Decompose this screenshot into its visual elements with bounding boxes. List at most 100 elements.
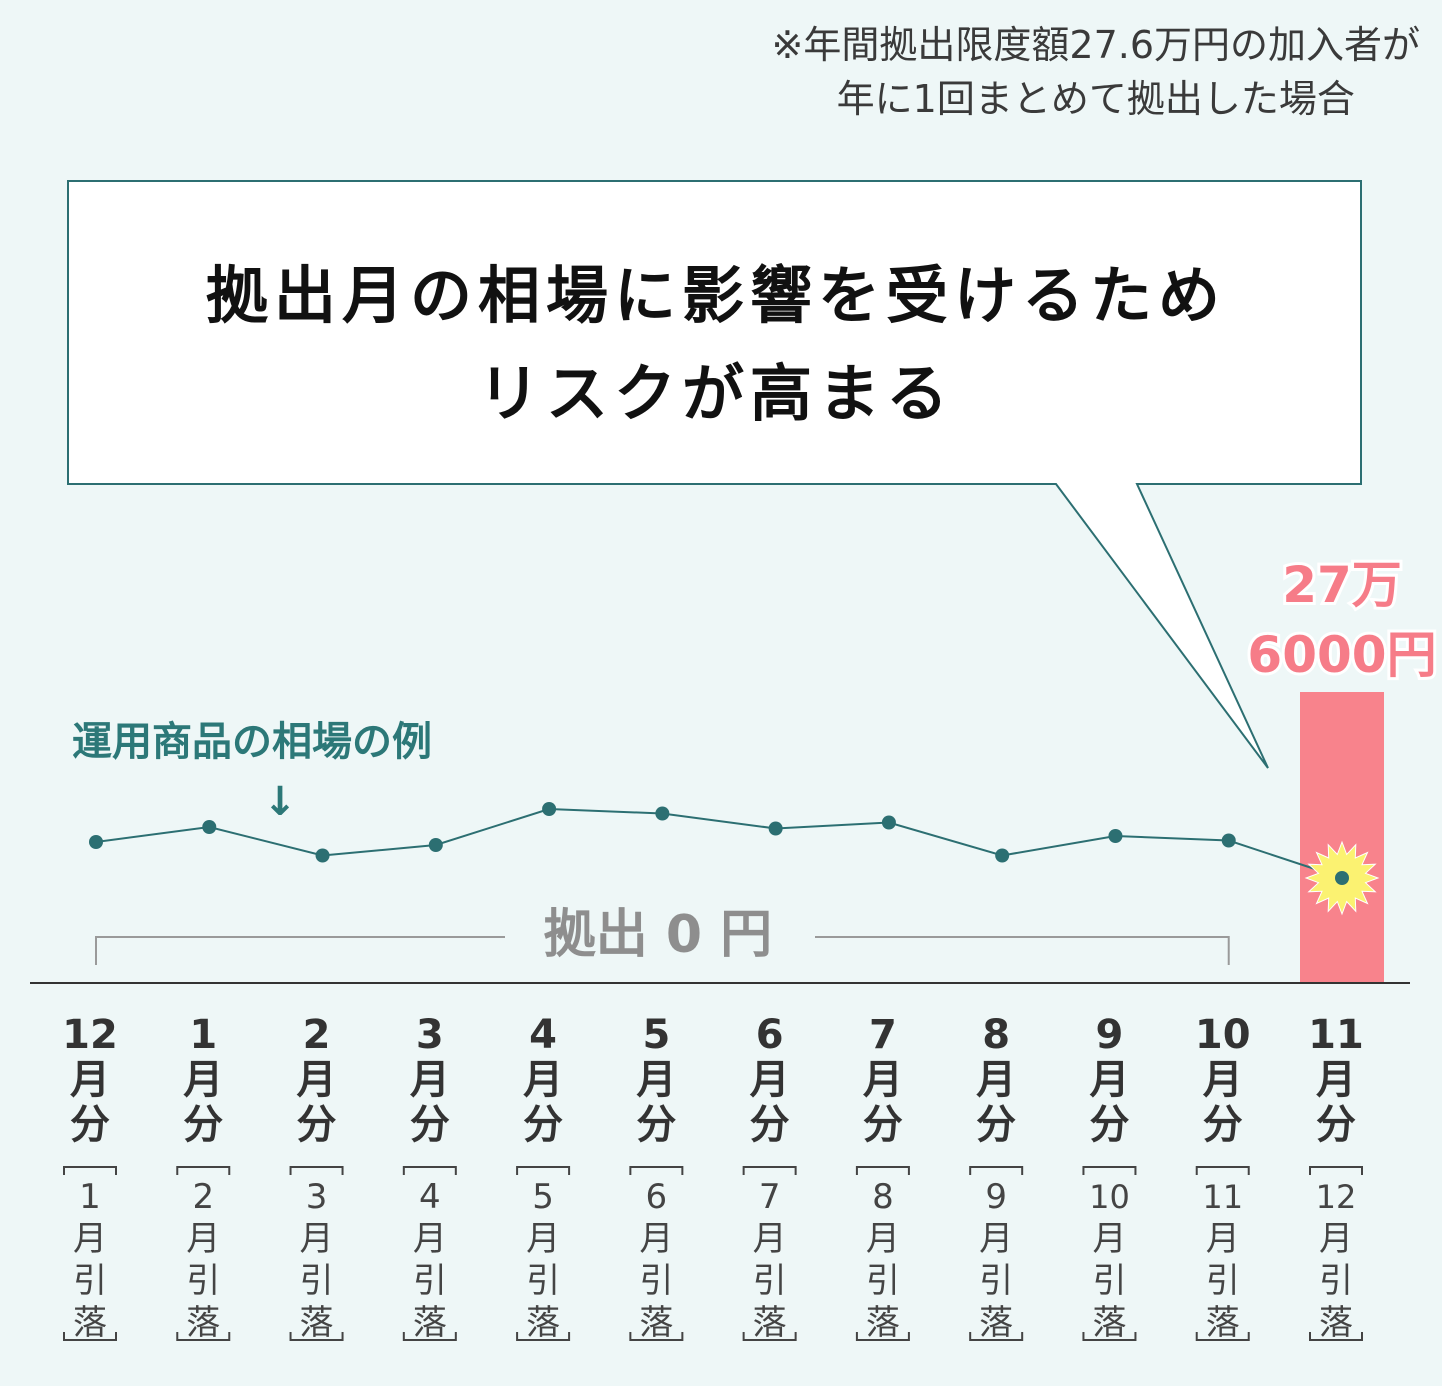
sub-label-6-3: 落 [753,1303,787,1343]
category-label-10-0: 10 [1195,1012,1251,1058]
bracket-left-segment [95,936,505,965]
sub-label-4-1: 月 [526,1219,560,1259]
sub-label-5-0: 6 [646,1177,668,1217]
series-point-6 [768,821,783,836]
category-label-4-0: 4 [529,1012,557,1058]
category-label-1-0: 1 [189,1012,217,1058]
sub-label-3-0: 4 [419,1177,441,1217]
sub-label-5-2: 引 [639,1261,673,1301]
category-label-8-0: 8 [982,1012,1010,1058]
series-point-11 [1335,871,1349,885]
sub-label-8-2: 引 [979,1261,1013,1301]
sub-label-4-0: 5 [532,1177,554,1217]
category-label-9-2: 分 [1089,1102,1129,1148]
sub-label-5-1: 月 [639,1219,673,1259]
sub-label-10-2: 引 [1206,1261,1240,1301]
callout-line-2: リスクが高まる [478,357,954,430]
sub-label-6-1: 月 [753,1219,787,1259]
sub-label-4-3: 落 [526,1303,560,1343]
sub-label-bracket-5 [629,1166,684,1341]
category-label-2-0: 2 [303,1012,331,1058]
series-point-5 [655,806,670,821]
category-label-2-1: 月 [297,1057,337,1103]
category-label-9-0: 9 [1096,1012,1124,1058]
footnote: ※年間拠出限度額27.6万円の加入者が 年に1回まとめて拠出した場合 [772,18,1420,126]
series-point-4 [542,802,557,816]
sub-label-bracket-4 [516,1166,571,1341]
sub-label-3-1: 月 [413,1219,447,1259]
category-label-3-0: 3 [416,1012,444,1058]
category-label-6-1: 月 [750,1057,790,1103]
sub-label-2-3: 落 [300,1303,334,1343]
series-line [95,807,1343,879]
category-label-5-0: 5 [642,1012,670,1058]
series-point-0 [89,835,103,849]
bracket-right-segment [815,936,1230,965]
zero-contribution-bracket: 拠出 0 円 [95,905,1230,965]
sub-label-1-2: 引 [186,1261,220,1301]
sub-label-11-3: 落 [1319,1303,1353,1343]
sub-labels: 1月引落2月引落3月引落4月引落5月引落6月引落7月引落8月引落9月引落10月引… [63,1166,1363,1343]
series-arrow: ↓ [263,779,297,825]
sub-label-9-3: 落 [1092,1303,1126,1343]
category-label-4-1: 月 [523,1057,563,1103]
sub-label-bracket-7 [855,1166,910,1341]
sub-label-6-0: 7 [759,1177,781,1217]
category-label-4-2: 分 [523,1102,563,1148]
category-label-3-1: 月 [410,1057,450,1103]
sub-label-8-0: 9 [985,1177,1007,1217]
sub-label-bracket-10 [1195,1166,1250,1341]
sub-label-bracket-9 [1082,1166,1137,1341]
sub-label-6-2: 引 [753,1261,787,1301]
sub-label-1-1: 月 [186,1219,220,1259]
sub-label-0-1: 月 [73,1219,107,1259]
category-label-11-1: 月 [1316,1057,1356,1103]
sub-label-bracket-0 [63,1166,117,1341]
series-point-1 [202,820,217,834]
sub-label-3-2: 引 [413,1261,447,1301]
category-label-8-1: 月 [976,1057,1016,1103]
sub-label-bracket-8 [969,1166,1024,1341]
sub-label-10-0: 11 [1202,1178,1243,1216]
category-label-1-2: 分 [183,1102,223,1148]
sub-label-0-3: 落 [73,1303,107,1343]
zero-contribution-label: 拠出 0 円 [544,905,772,965]
category-label-3-2: 分 [410,1102,450,1148]
sub-label-7-3: 落 [866,1303,900,1343]
category-label-11-2: 分 [1316,1102,1356,1148]
sub-label-5-3: 落 [639,1303,673,1343]
category-label-7-0: 7 [869,1012,897,1058]
category-label-2-2: 分 [297,1102,337,1148]
sub-label-0-2: 引 [73,1261,107,1301]
sub-label-11-2: 引 [1319,1261,1353,1301]
series-point-9 [1108,829,1123,843]
category-label-7-1: 月 [863,1057,903,1103]
amount-line-1: 27万 [1282,556,1402,614]
sub-label-bracket-6 [742,1166,797,1341]
sub-label-3-3: 落 [413,1303,447,1343]
sub-label-2-0: 3 [306,1177,328,1217]
sub-label-9-2: 引 [1092,1261,1126,1301]
sub-label-10-1: 月 [1206,1219,1240,1259]
series-point-2 [315,848,330,863]
sub-label-2-1: 月 [300,1219,334,1259]
series-point-8 [995,848,1010,863]
category-label-5-2: 分 [636,1102,676,1148]
series-point-7 [881,815,896,830]
sub-label-bracket-3 [402,1166,457,1341]
sub-label-8-3: 落 [979,1303,1013,1343]
sub-label-9-0: 10 [1089,1178,1130,1216]
category-label-6-0: 6 [756,1012,784,1058]
series-point-10 [1221,833,1236,848]
series-label: 運用商品の相場の例 [72,719,432,765]
sub-label-11-0: 12 [1316,1178,1357,1216]
category-label-5-1: 月 [636,1057,676,1103]
category-label-0-1: 月 [70,1057,110,1103]
category-label-10-1: 月 [1203,1057,1243,1103]
sub-label-bracket-2 [289,1166,344,1341]
sub-label-bracket-11 [1309,1166,1363,1341]
sub-label-8-1: 月 [979,1219,1013,1259]
sub-label-0-0: 1 [79,1177,101,1217]
